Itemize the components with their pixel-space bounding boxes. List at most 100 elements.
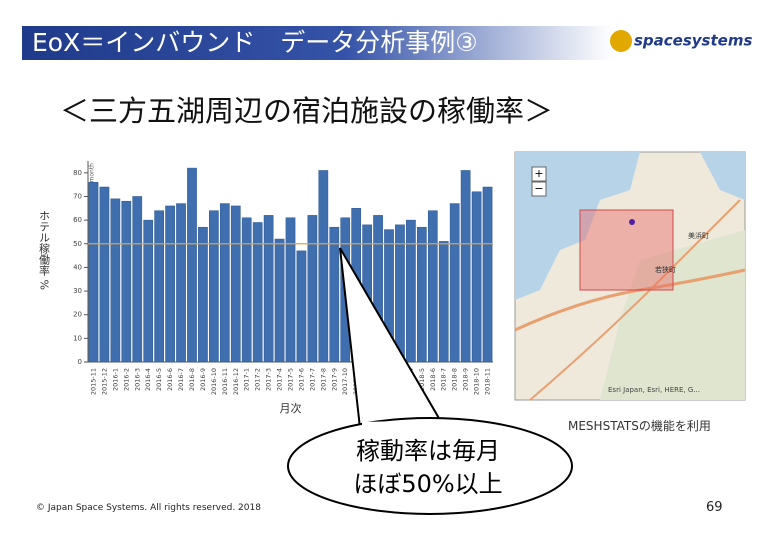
bar [482, 186, 493, 363]
x-tick-label: 2017-6 [297, 368, 305, 391]
x-tick-label: 2016-7 [177, 368, 185, 391]
footer: © Japan Space Systems. All rights reserv… [36, 503, 261, 513]
x-tick-label: 2016-4 [144, 368, 152, 391]
x-tick-label: 2017-2 [254, 368, 262, 391]
y-tick-label: 70 [73, 192, 82, 200]
bar [143, 219, 154, 363]
y-tick-label: 30 [73, 287, 82, 295]
map-mesh [579, 209, 674, 291]
map-place: 美浜町 [688, 231, 709, 240]
bar [198, 226, 208, 363]
bar [165, 205, 175, 363]
y-tick-label: 40 [73, 263, 82, 271]
bar [460, 170, 471, 363]
x-tick-label: 2016-5 [155, 368, 163, 391]
x-tick-label: 2016-3 [133, 368, 141, 391]
x-tick-label: 2017-10 [341, 368, 349, 395]
x-tick-label: 2016-10 [210, 368, 218, 395]
callout-pointer [339, 247, 441, 429]
logo-mark [610, 30, 632, 52]
map: + − 美浜町 若狭町 Esri Japan, Esri, HERE, G... [514, 151, 746, 401]
x-tick-label: 2016-1 [111, 368, 119, 391]
x-tick-label: 2018-7 [440, 368, 448, 391]
x-tick-label: 2018-10 [473, 368, 481, 395]
zoom-in[interactable] [531, 166, 547, 182]
y-tick-label: 60 [73, 216, 82, 224]
header-title: EoX＝インバウンド データ分析事例③ [32, 28, 478, 57]
bar [274, 238, 285, 363]
callout-text: ほぼ50%以上 [353, 470, 502, 498]
map-marker [629, 219, 635, 225]
map-road [529, 199, 741, 401]
y-axis-label: ホテル稼働率 % [38, 210, 51, 290]
bar [318, 170, 329, 363]
bar [427, 210, 438, 363]
bar [296, 250, 307, 363]
bar [329, 226, 340, 363]
bar [219, 203, 230, 363]
slide-title: ＜三方五湖周辺の宿泊施設の稼働率＞ [60, 94, 554, 128]
bar [230, 205, 241, 363]
map-terrain [600, 230, 745, 400]
x-tick-label: 2017-4 [276, 368, 284, 391]
map-attribution: Esri Japan, Esri, HERE, G... [608, 386, 700, 394]
x-tick-label: 2015-12 [100, 368, 108, 395]
y-tick-label: 0 [78, 358, 82, 366]
x-tick-label: 2017-1 [243, 368, 251, 391]
callout-bubble [287, 417, 573, 515]
x-tick-label: 2017-7 [308, 368, 316, 391]
x-tick-label: 2016-6 [166, 368, 174, 391]
bar [121, 200, 132, 363]
logo-text: spacesystems [634, 31, 753, 50]
bar [241, 217, 252, 363]
x-tick-label: 2018-5 [418, 368, 426, 391]
map-water [700, 152, 745, 200]
header-bar [22, 26, 612, 60]
bar [88, 182, 99, 363]
zoom-out-label[interactable]: − [534, 182, 543, 195]
y-tick-label: 10 [73, 334, 82, 342]
x-tick-label: 2017-5 [287, 368, 295, 391]
x-tick-label: 2017-9 [330, 368, 338, 391]
bar [154, 210, 164, 363]
x-tick-label: 2016-12 [232, 368, 240, 395]
zoom-out[interactable] [531, 181, 547, 197]
bar [285, 217, 296, 363]
x-tick-label: 2016-11 [221, 368, 229, 395]
x-tick-label: 2017-8 [319, 368, 327, 391]
bar [176, 203, 186, 363]
bar [417, 226, 427, 363]
bar [438, 241, 449, 363]
bar [209, 210, 219, 363]
bar [307, 215, 318, 363]
bar [99, 186, 110, 363]
bar [395, 224, 405, 363]
y-tick-label: 20 [73, 311, 82, 319]
bar [406, 219, 416, 363]
logo: spacesystems [610, 30, 752, 52]
x-tick-label: 2016-8 [188, 368, 196, 391]
bar [471, 191, 482, 363]
bar [263, 215, 274, 363]
map-credit: MESHSTATSの機能を利用 [568, 419, 711, 433]
x-tick-label: 2018-8 [451, 368, 459, 391]
callout-text: 稼動率は毎月 [356, 437, 500, 465]
page-number: 69 [706, 500, 723, 515]
x-tick-label: 2016-2 [122, 368, 130, 391]
x-tick-label: 2017-3 [265, 368, 273, 391]
bar [252, 222, 263, 363]
x-tick-label: 2018-6 [429, 368, 437, 391]
zoom-in-label[interactable]: + [534, 167, 543, 180]
bar [110, 198, 121, 363]
x-axis-label: 月次 [280, 401, 302, 415]
x-tick-label: 2018-9 [462, 368, 470, 391]
y-tick-label: 50 [73, 240, 82, 248]
x-tick-label: 2018-11 [484, 368, 492, 395]
callout-join [361, 420, 441, 426]
bar [132, 196, 143, 363]
x-tick-label: 2015-11 [89, 368, 97, 395]
y-unit: month [89, 163, 96, 183]
y-tick-label: 80 [73, 169, 82, 177]
